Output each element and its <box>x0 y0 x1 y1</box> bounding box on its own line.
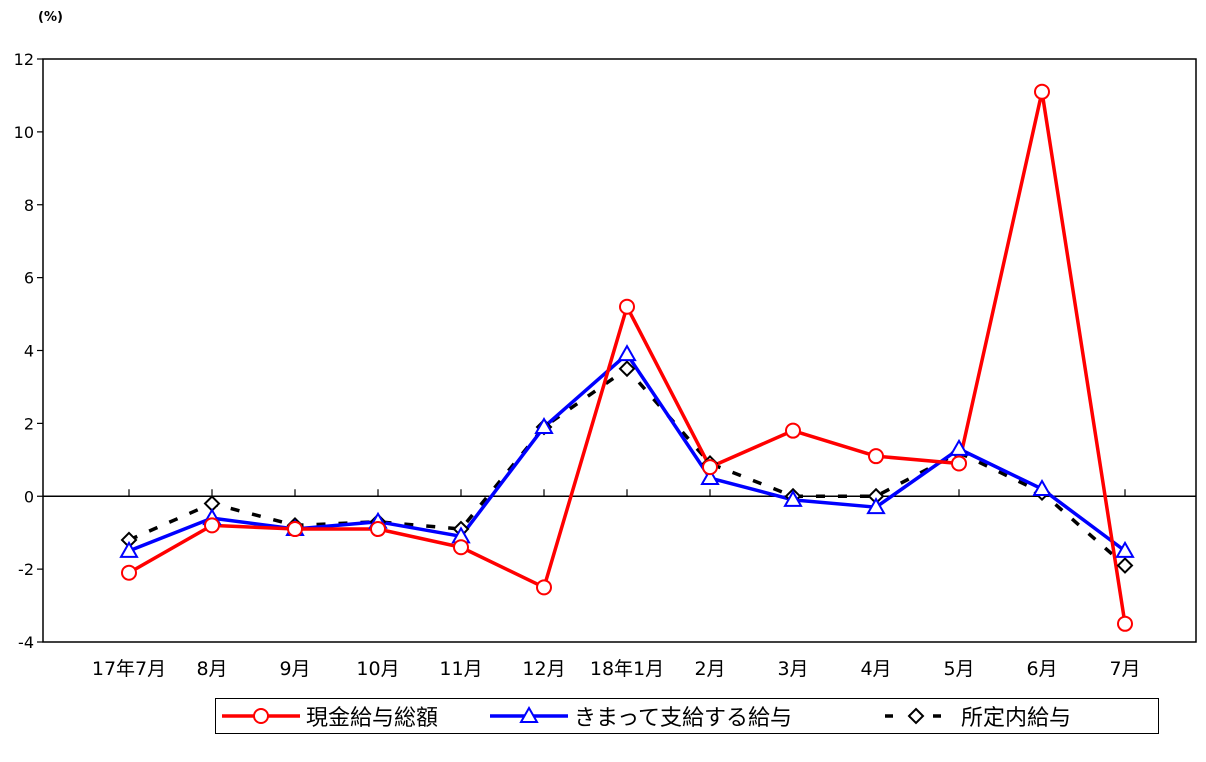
legend-item-series-2: きまって支給する給与 <box>484 699 792 733</box>
y-tick-label: 2 <box>24 414 34 433</box>
y-tick-label: 6 <box>24 269 34 288</box>
y-tick-label: 12 <box>14 50 34 69</box>
x-tick-label: 11月 <box>439 658 482 680</box>
x-tick-label: 4月 <box>860 658 891 680</box>
x-tick-label: 2月 <box>694 658 725 680</box>
legend-item-series-1: 現金給与総額 <box>216 699 438 733</box>
y-tick-label: 0 <box>24 487 34 506</box>
data-point-series-2 <box>1032 478 1052 496</box>
data-point-series-2 <box>617 344 637 362</box>
y-tick-label: -2 <box>18 560 34 579</box>
data-point-series-2 <box>119 540 139 558</box>
x-tick-label: 5月 <box>943 658 974 680</box>
x-tick-label: 8月 <box>196 658 227 680</box>
legend-label: 所定内給与 <box>961 706 1072 731</box>
x-tick-label: 17年7月 <box>92 658 166 680</box>
data-point-series-1 <box>702 459 718 476</box>
legend-swatch-circle-icon <box>222 708 300 724</box>
data-point-series-1 <box>1117 615 1133 632</box>
y-tick-label: 8 <box>24 196 34 215</box>
data-point-series-2 <box>534 417 554 435</box>
y-tick-label: 4 <box>24 342 34 361</box>
legend-swatch-diamond-icon <box>885 707 955 725</box>
data-point-series-3 <box>1116 557 1134 574</box>
data-point-series-2 <box>949 438 969 456</box>
legend-label: 現金給与総額 <box>306 706 439 731</box>
series-line-3 <box>128 366 1127 567</box>
data-point-series-1 <box>868 448 884 465</box>
data-point-series-1 <box>619 298 635 315</box>
data-point-series-1 <box>453 539 469 556</box>
data-point-series-2 <box>866 497 886 515</box>
data-point-series-2 <box>783 489 803 507</box>
legend: 現金給与総額 きまって支給する給与 所定内給与 <box>215 698 1159 734</box>
x-tick-label: 7月 <box>1109 658 1140 680</box>
plot-area <box>42 58 1197 643</box>
legend-swatch-triangle-icon <box>490 705 568 723</box>
x-tick-label: 18年1月 <box>590 658 664 680</box>
data-point-series-1 <box>1034 83 1050 100</box>
data-point-series-1 <box>287 521 303 538</box>
y-unit-label: (%) <box>38 10 63 25</box>
data-point-series-1 <box>370 521 386 538</box>
x-tick-label: 9月 <box>279 658 310 680</box>
data-point-series-2 <box>700 468 720 486</box>
x-tick-label: 12月 <box>522 658 565 680</box>
x-tick-label: 3月 <box>777 658 808 680</box>
data-point-series-3 <box>618 360 636 378</box>
x-tick-label: 10月 <box>356 658 399 680</box>
legend-label: きまって支給する給与 <box>574 706 793 731</box>
x-tick-label: 6月 <box>1026 658 1057 680</box>
data-point-series-1 <box>536 579 552 596</box>
data-point-series-1 <box>121 564 137 581</box>
y-tick-label: 10 <box>14 123 34 142</box>
data-point-series-1 <box>204 517 220 534</box>
legend-item-series-3: 所定内給与 <box>871 699 1071 733</box>
y-tick-label: -4 <box>18 633 34 652</box>
data-point-series-2 <box>1115 540 1135 558</box>
data-point-series-1 <box>951 455 967 472</box>
data-point-series-1 <box>785 422 801 439</box>
